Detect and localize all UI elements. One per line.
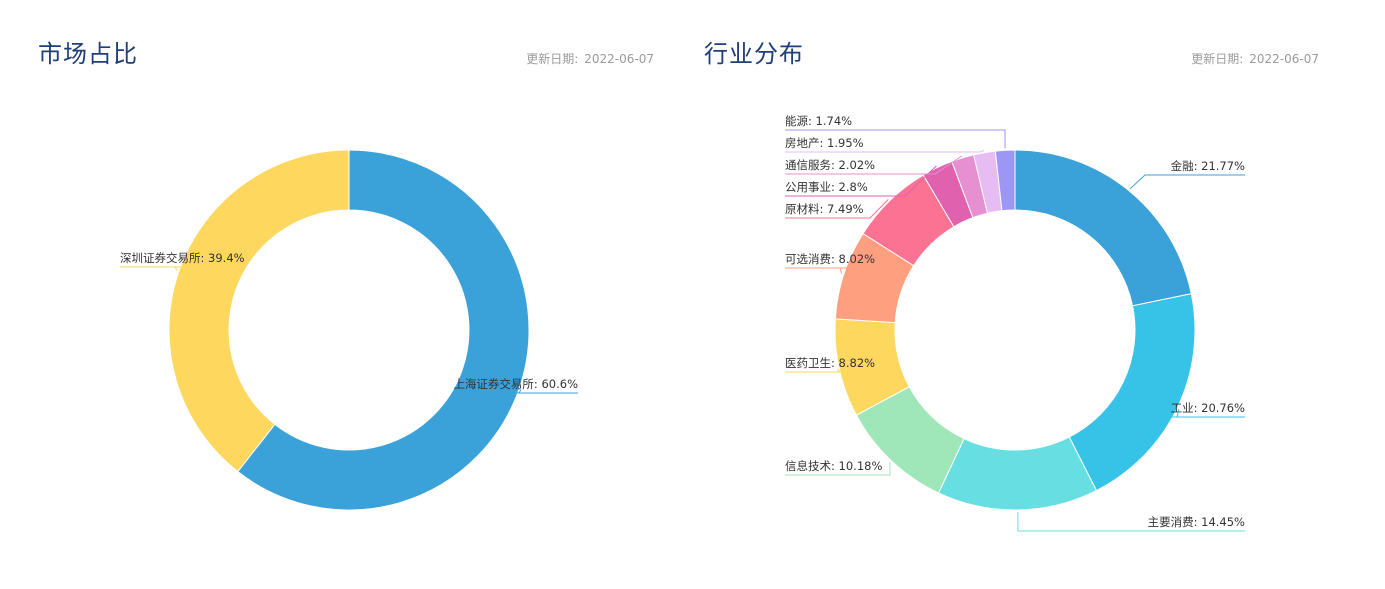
label-leader-line: [453, 389, 579, 394]
slice-group[interactable]: 主要消费: 14.45%: [937, 436, 1246, 532]
label-leader-line: [1017, 511, 1246, 532]
slice-group[interactable]: 房地产: 1.95%: [785, 136, 1003, 214]
label-leader-line: [785, 165, 937, 197]
update-date-label: 更新日期:: [1191, 52, 1244, 66]
update-date: 更新日期: 2022-06-07: [1191, 50, 1319, 67]
slice-label: 原材料: 7.49%: [785, 202, 864, 216]
label-leader-line: [785, 267, 876, 275]
slice-group[interactable]: 金融: 21.77%: [1014, 149, 1246, 307]
label-leader-line: [785, 129, 1006, 149]
update-date: 更新日期: 2022-06-07: [526, 50, 654, 67]
donut-slice[interactable]: [1068, 293, 1196, 492]
slice-label: 深圳证券交易所: 39.4%: [120, 251, 245, 265]
slice-group[interactable]: 通信服务: 2.02%: [785, 154, 989, 219]
donut-slice[interactable]: [937, 436, 1098, 511]
slice-group[interactable]: 上海证券交易所: 60.6%: [237, 149, 579, 511]
industry-distribution-donut-chart: 金融: 21.77% 工业: 20.76% 主要消费: 14.45% 信息技术: 10…: [785, 114, 1246, 532]
panel-title: 行业分布: [704, 40, 804, 68]
slice-group[interactable]: 医药卫生: 8.82%: [785, 318, 910, 416]
slice-group[interactable]: 能源: 1.74%: [785, 114, 1016, 212]
slice-label: 信息技术: 10.18%: [785, 459, 882, 473]
panel-title: 市场占比: [38, 40, 138, 68]
industry-distribution-panel: 行业分布 更新日期: 2022-06-07 金融: 21.77% 工业: 20.76…: [690, 0, 1385, 589]
slice-group[interactable]: 公用事业: 2.8%: [785, 160, 974, 228]
slice-label: 医药卫生: 8.82%: [785, 356, 875, 370]
slice-label: 能源: 1.74%: [785, 114, 852, 128]
donut-slice[interactable]: [237, 149, 530, 511]
market-share-panel: 市场占比 更新日期: 2022-06-07 上海证券交易所: 60.6% 深圳证券交…: [0, 0, 690, 589]
update-date-value: 2022-06-07: [1249, 52, 1319, 66]
label-leader-line: [1170, 408, 1246, 418]
market-share-donut-chart: 上海证券交易所: 60.6% 深圳证券交易所: 39.4%: [120, 149, 579, 511]
slice-group[interactable]: 可选消费: 8.02%: [785, 232, 915, 324]
slice-label: 可选消费: 8.02%: [785, 252, 875, 266]
donut-slice[interactable]: [168, 149, 350, 473]
label-leader-line: [785, 198, 889, 219]
slice-label: 主要消费: 14.45%: [1148, 515, 1245, 529]
update-date-value: 2022-06-07: [584, 52, 654, 66]
slice-label: 通信服务: 2.02%: [785, 158, 875, 172]
slice-label: 工业: 20.76%: [1171, 401, 1245, 415]
slice-label: 上海证券交易所: 60.6%: [453, 377, 578, 391]
slice-label: 公用事业: 2.8%: [785, 180, 868, 194]
label-leader-line: [120, 266, 245, 271]
slice-label: 房地产: 1.95%: [785, 136, 864, 150]
label-leader-line: [785, 368, 876, 373]
donut-slice[interactable]: [1014, 149, 1192, 307]
label-leader-line: [785, 155, 963, 175]
label-leader-line: [1129, 174, 1246, 190]
update-date-label: 更新日期:: [526, 52, 579, 66]
label-leader-line: [785, 462, 891, 476]
donut-slice[interactable]: [994, 149, 1016, 212]
slice-group[interactable]: 原材料: 7.49%: [785, 174, 955, 267]
slice-label: 金融: 21.77%: [1171, 159, 1245, 173]
slice-group[interactable]: 深圳证券交易所: 39.4%: [120, 149, 350, 473]
slice-group[interactable]: 工业: 20.76%: [1068, 293, 1246, 492]
label-leader-line: [785, 150, 985, 153]
slice-group[interactable]: 信息技术: 10.18%: [785, 386, 965, 494]
